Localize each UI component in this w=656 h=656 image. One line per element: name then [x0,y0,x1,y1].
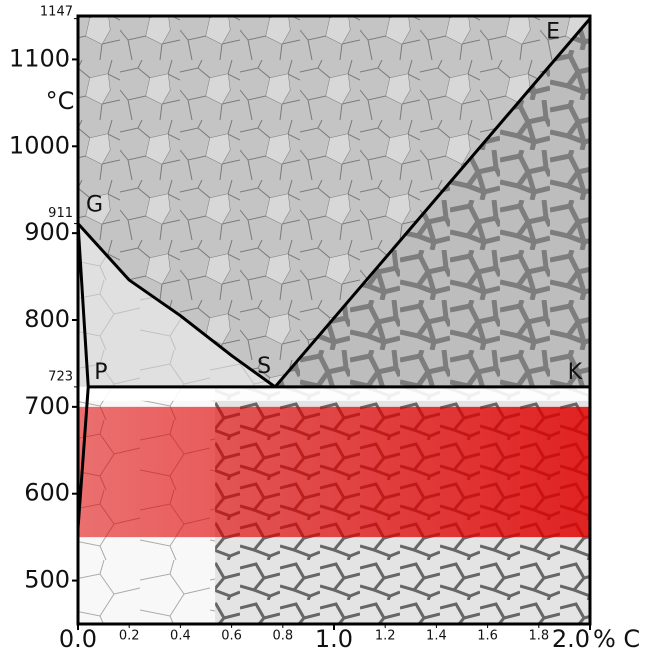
y-tick-label: 1000 [9,131,70,159]
pk-strip [78,386,590,401]
x-tick-label: 0.0 [59,625,97,653]
phase-line [76,386,90,529]
x-tick-minor-label: 1.4 [426,629,447,644]
x-tick-minor-label: 0.8 [272,629,293,644]
x-tick-minor-label: 1.6 [477,629,498,644]
phase-line [76,222,276,389]
y-tick-label: 800 [24,305,70,333]
y-tick-special-label: 911 [48,206,73,221]
x-tick-minor-label: 0.2 [119,629,140,644]
phase-line [76,223,90,387]
y-unit: °C [46,87,75,115]
x-tick-label: 2.0 [552,625,590,653]
ferrite-austenite-region [78,223,276,387]
y-tick-special-label: 723 [48,369,73,384]
y-tick-label: 1100 [9,44,70,72]
y-tick-special-label: 1147 [40,5,73,20]
y-tick-label: 500 [24,566,70,594]
plot-frame [76,14,592,626]
point-label: K [568,360,583,385]
x-tick-minor-label: 0.4 [170,629,191,644]
austenite-region [78,16,590,387]
phase-line [273,17,592,388]
y-tick-label: 600 [24,479,70,507]
point-label: P [94,360,107,385]
point-label: G [86,193,103,218]
x-tick-minor-label: 0.6 [221,629,242,644]
point-label: E [546,20,560,45]
x-tick-label: 1.0 [315,625,353,653]
point-label: S [257,354,271,379]
plot-layer: 500 600 700 800 900 1000 1100 723 911 1147 °C 0.0 1.… [9,5,640,654]
x-tick-minor-label: 1.8 [528,629,549,644]
x-tick-minor-label: 1.2 [375,629,396,644]
temperature-band [78,406,590,538]
y-tick-label: 900 [24,218,70,246]
x-unit: % C [593,625,640,653]
y-tick-label: 700 [24,392,70,420]
